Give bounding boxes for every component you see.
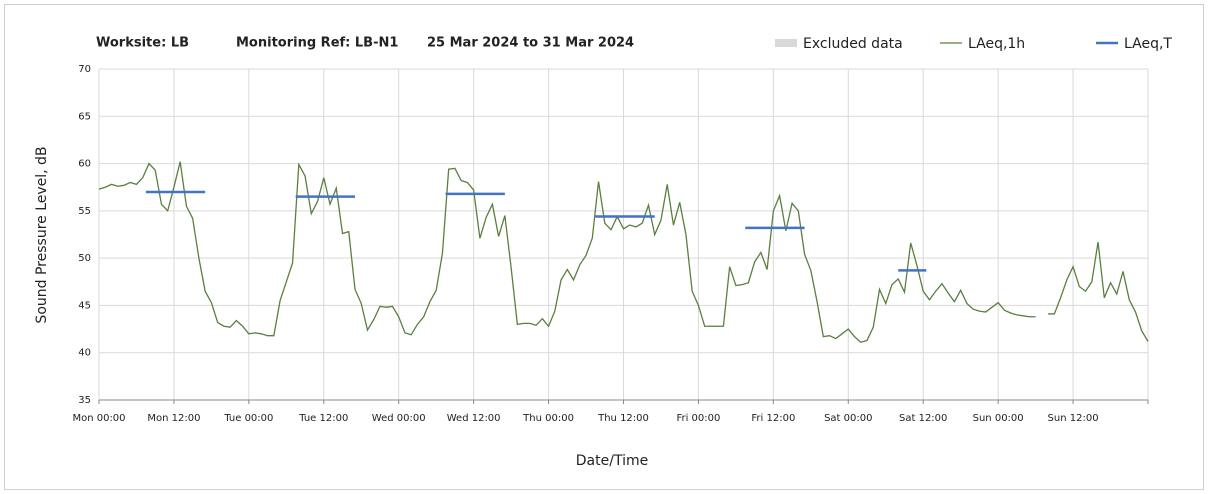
x-tick-label: Thu 12:00 (597, 413, 649, 424)
y-tick-label: 35 (78, 395, 91, 406)
x-axis-title: Date/Time (576, 453, 648, 469)
y-tick-label: 40 (78, 348, 91, 359)
x-tick-label: Fri 00:00 (676, 413, 720, 424)
x-tick-label: Fri 12:00 (751, 413, 795, 424)
y-tick-label: 55 (78, 206, 91, 217)
legend-label: LAeq,T (1124, 36, 1172, 52)
x-tick-label: Wed 00:00 (372, 413, 426, 424)
legend-swatch (775, 39, 797, 47)
x-tick-label: Sat 12:00 (899, 413, 947, 424)
chart-title: Monitoring Ref: LB-N1 (236, 36, 398, 51)
legend-label: LAeq,1h (968, 36, 1025, 52)
x-tick-label: Tue 12:00 (298, 413, 348, 424)
x-tick-label: Wed 12:00 (447, 413, 501, 424)
chart-title: 25 Mar 2024 to 31 Mar 2024 (427, 36, 634, 51)
y-axis-title: Sound Pressure Level, dB (34, 146, 50, 323)
y-tick-label: 50 (78, 253, 91, 264)
chart-border (4, 4, 1204, 490)
series-line (98, 161, 1149, 344)
x-tick-label: Sun 00:00 (973, 413, 1024, 424)
x-tick-label: Sun 12:00 (1048, 413, 1099, 424)
y-tick-label: 70 (78, 64, 91, 75)
x-tick-label: Mon 00:00 (72, 413, 125, 424)
y-tick-label: 60 (78, 159, 91, 170)
x-tick-label: Thu 00:00 (522, 413, 574, 424)
y-tick-label: 65 (78, 111, 91, 122)
legend-label: Excluded data (803, 36, 903, 52)
chart-title: Worksite: LB (96, 36, 189, 51)
y-tick-label: 45 (78, 300, 91, 311)
x-tick-label: Mon 12:00 (147, 413, 200, 424)
x-tick-label: Sat 00:00 (824, 413, 872, 424)
x-tick-label: Tue 00:00 (223, 413, 273, 424)
